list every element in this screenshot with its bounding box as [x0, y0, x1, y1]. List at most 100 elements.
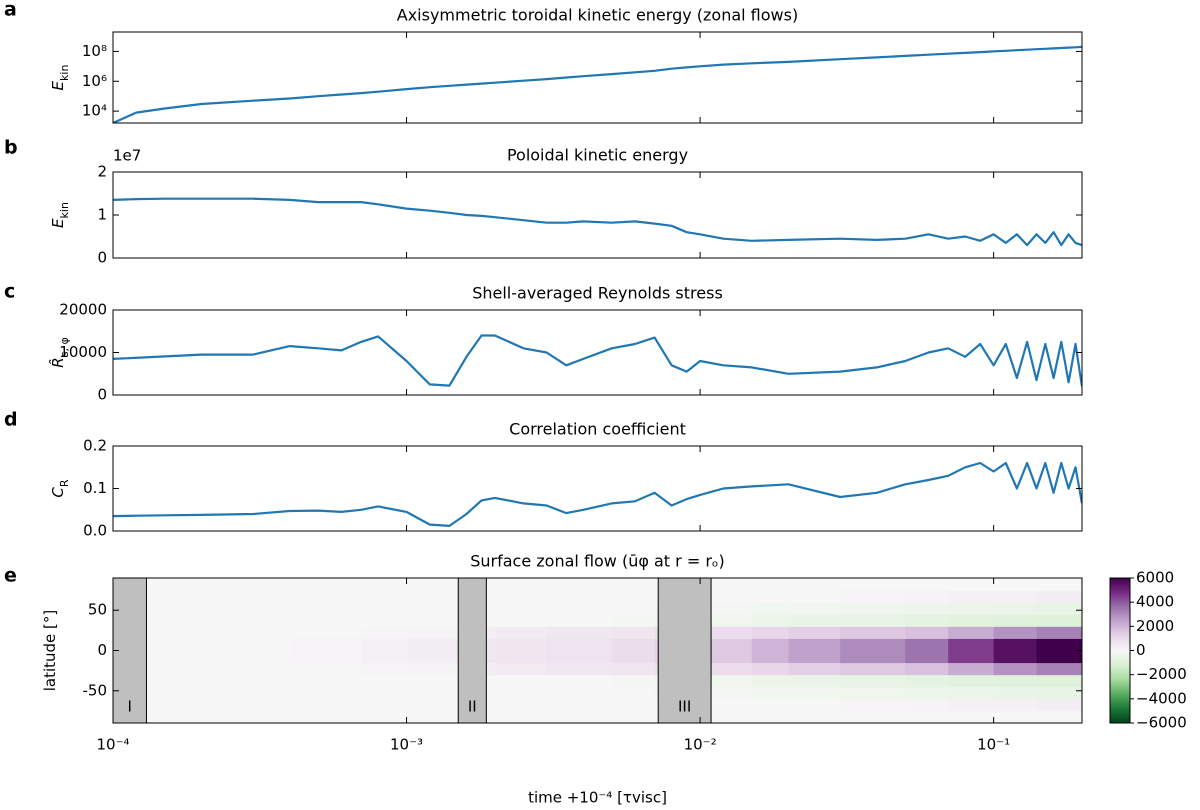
heatmap-cell	[361, 626, 408, 639]
heatmap-cell	[948, 710, 995, 724]
heatmap-cell	[948, 602, 995, 615]
heatmap-cell	[406, 602, 459, 615]
heatmap-cell	[406, 698, 459, 712]
y-axis-label-main: E	[49, 218, 67, 228]
heatmap-cell	[494, 578, 548, 591]
y-axis-label-sub: R	[58, 479, 71, 487]
heatmap-cell	[361, 710, 408, 724]
colorbar-tick-label: 0	[1136, 641, 1146, 659]
heatmap-cell	[1036, 650, 1083, 664]
heatmap-cell	[788, 638, 841, 651]
heatmap-cell	[406, 638, 459, 651]
heatmap-cell	[700, 590, 753, 603]
heatmap-cell	[611, 578, 656, 591]
heatmap-cell	[289, 686, 362, 700]
y-axis-label-sub: kin	[58, 202, 71, 218]
heatmap-cell	[700, 626, 753, 639]
heatmap-cell	[700, 662, 753, 676]
heatmap-cell	[494, 686, 548, 700]
x-tick-label: 10⁻²	[684, 736, 717, 754]
heatmap-cell	[905, 638, 949, 651]
heatmap-cell	[406, 662, 459, 676]
heatmap-cell	[494, 590, 548, 603]
heatmap-cell	[201, 698, 291, 712]
heatmap-cell	[494, 710, 548, 724]
y-tick-label: 0.2	[83, 437, 107, 455]
heatmap-cell	[201, 710, 291, 724]
heatmap-cell	[289, 674, 362, 688]
heatmap-cell	[546, 602, 613, 615]
heatmap-cell	[840, 614, 906, 627]
heatmap-cell	[361, 650, 408, 664]
y-axis-label-sub: s, φ	[58, 337, 71, 357]
colorbar-tick-label: 6000	[1136, 569, 1174, 587]
panel-letter: c	[4, 281, 15, 303]
panel-title: Surface zonal flow (ūφ at r = rₒ)	[470, 552, 725, 571]
heatmap-cell	[611, 614, 656, 627]
heatmap-cell	[788, 650, 841, 664]
heatmap-cell	[201, 614, 291, 627]
heatmap-cell	[201, 602, 291, 615]
heatmap-cell	[289, 698, 362, 712]
panel-letter: e	[4, 565, 17, 587]
heatmap-cell	[1036, 662, 1083, 676]
y-axis-label: CR	[49, 479, 71, 497]
heatmap-cell	[905, 578, 949, 591]
heatmap-cell	[840, 662, 906, 676]
heatmap-cell	[289, 590, 362, 603]
heatmap-cell	[948, 638, 995, 651]
heatmap	[113, 578, 1083, 724]
heatmap-cell	[611, 686, 656, 700]
heatmap-cell	[611, 638, 656, 651]
heatmap-cell	[788, 578, 841, 591]
heatmap-cell	[948, 686, 995, 700]
panel-letter: b	[4, 137, 18, 159]
heatmap-cell	[1036, 602, 1083, 615]
heatmap-cell	[494, 638, 548, 651]
heatmap-cell	[993, 590, 1038, 603]
heatmap-cell	[905, 674, 949, 688]
heatmap-cell	[611, 662, 656, 676]
heatmap-cell	[546, 650, 613, 664]
x-tick-label: 10⁻³	[390, 736, 423, 754]
colorbar-tick-label: −2000	[1136, 665, 1187, 683]
heatmap-cell	[361, 602, 408, 615]
y-tick-label: 10⁶	[82, 72, 107, 90]
heatmap-cell	[993, 674, 1038, 688]
heatmap-cell	[948, 662, 995, 676]
y-axis-label: latitude [°]	[41, 610, 59, 692]
heatmap-cell	[993, 578, 1038, 591]
heatmap-cell	[1036, 590, 1083, 603]
heatmap-cell	[546, 686, 613, 700]
y-tick-label: 2	[97, 163, 107, 181]
heatmap-cell	[1036, 674, 1083, 688]
y-axis-label: R̂s, φ	[48, 337, 71, 367]
heatmap-cell	[788, 626, 841, 639]
heatmap-cell	[611, 590, 656, 603]
heatmap-cell	[751, 686, 789, 700]
heatmap-cell	[905, 686, 949, 700]
heatmap-cell	[751, 662, 789, 676]
heatmap-cell	[751, 626, 789, 639]
heatmap-cell	[406, 614, 459, 627]
heatmap-cell	[905, 650, 949, 664]
heatmap-cell	[948, 578, 995, 591]
time-span	[657, 577, 712, 724]
data-line	[113, 197, 1082, 247]
heatmap-cell	[1036, 686, 1083, 700]
heatmap-cell	[611, 626, 656, 639]
heatmap-cell	[905, 602, 949, 615]
heatmap-cell	[494, 674, 548, 688]
heatmap-cell	[905, 698, 949, 712]
heatmap-cell	[289, 638, 362, 651]
heatmap-cell	[948, 590, 995, 603]
y-tick-label: 0.1	[83, 479, 107, 497]
heatmap-cell	[406, 650, 459, 664]
y-tick-label: 0	[97, 249, 107, 267]
heatmap-cell	[993, 650, 1038, 664]
y-axis-label-main: C	[49, 487, 67, 498]
heatmap-cell	[361, 698, 408, 712]
heatmap-cell	[1036, 614, 1083, 627]
heatmap-cell	[201, 662, 291, 676]
heatmap-cell	[406, 626, 459, 639]
